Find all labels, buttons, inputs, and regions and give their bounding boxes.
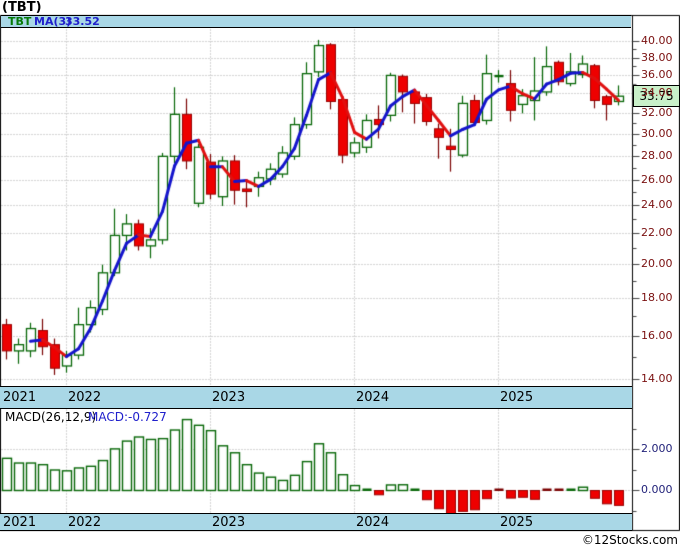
year-label: 2025 (500, 390, 534, 405)
macd-params-label: MACD(26,12,9) (5, 410, 97, 424)
price-axis-label: 28.00 (641, 149, 673, 162)
price-axis-label: 32.00 (641, 106, 673, 119)
price-axis-label: 38.00 (641, 51, 673, 64)
year-label: 2023 (212, 390, 246, 405)
year-label: 2021 (3, 390, 37, 405)
year-label: 2022 (68, 390, 102, 405)
price-axis-label: 18.00 (641, 291, 673, 304)
year-label: 2023 (212, 515, 246, 530)
year-label: 2024 (356, 515, 390, 530)
price-axis-label: 14.00 (641, 372, 673, 385)
copyright-label: ©12Stocks.com (581, 533, 678, 546)
year-label: 2021 (3, 515, 37, 530)
legend-strip: TBT MA(3) 33.52 (1, 15, 631, 28)
year-label: 2022 (68, 515, 102, 530)
ticker-symbol: TBT (8, 15, 32, 28)
page-title: (TBT) (2, 0, 42, 15)
year-label: 2025 (500, 515, 534, 530)
price-axis-label: 24.00 (641, 198, 673, 211)
price-axis-label: 26.00 (641, 173, 673, 186)
macd-value-label: MACD:-0.727 (88, 410, 167, 424)
macd-axis-label: 0.000 (641, 483, 673, 496)
price-axis-label: 20.00 (641, 257, 673, 270)
price-axis-label: 40.00 (641, 34, 673, 47)
price-axis-label: 16.00 (641, 329, 673, 342)
macd-x-axis-strip: 2021 2022 2023 2024 2025 (0, 513, 632, 531)
price-axis-label: 34.00 (641, 86, 673, 99)
macd-axis-label: 2.000 (641, 442, 673, 455)
price-axis-label: 30.00 (641, 127, 673, 140)
ma-value: 33.52 (65, 15, 100, 28)
ma-label: MA(3) (34, 15, 72, 28)
year-label: 2024 (356, 390, 390, 405)
last-price-badge: 33.75 (633, 85, 680, 107)
main-x-axis-strip: 2021 2022 2023 2024 2025 (0, 386, 632, 409)
price-axis-label: 22.00 (641, 226, 673, 239)
price-axis-label: 36.00 (641, 68, 673, 81)
